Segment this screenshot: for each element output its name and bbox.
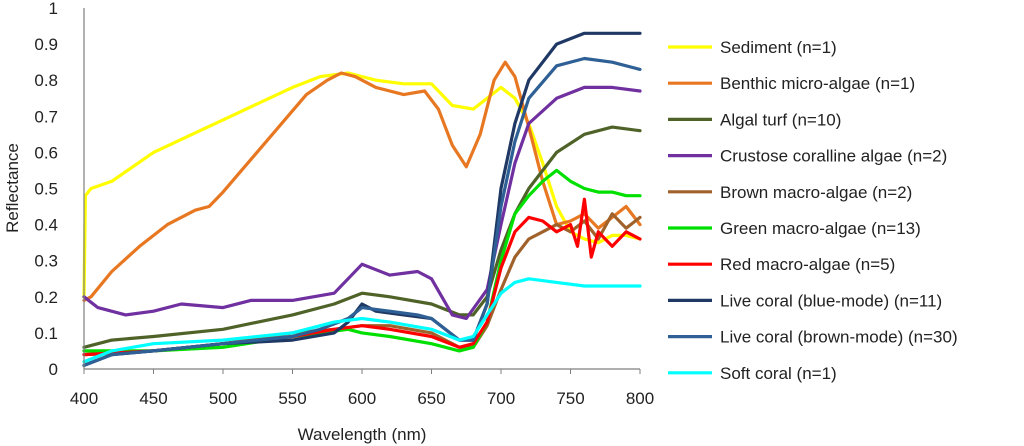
series-line-red-macro-algae	[82, 197, 642, 357]
x-tick-label: 750	[556, 389, 584, 408]
x-tick-label: 700	[487, 389, 515, 408]
y-tick-label: 1	[49, 0, 58, 18]
legend-label: Green macro-algae (n=13)	[720, 219, 921, 238]
legend-label: Crustose coralline algae (n=2)	[720, 147, 947, 166]
y-tick-label: 0.7	[34, 107, 58, 126]
x-tick-label: 650	[417, 389, 445, 408]
x-axis-title: Wavelength (nm)	[298, 425, 427, 444]
y-tick-label: 0.8	[34, 71, 58, 90]
y-axis-ticks: 0 0.1 0.2 0.3 0.4 0.5 0.6 0.7 0.8 0.9 1	[34, 0, 58, 379]
x-axis-ticks: 400 450 500 550 600 650 700 750 800	[70, 369, 654, 408]
x-tick-label: 800	[626, 389, 654, 408]
x-tick-label: 500	[209, 389, 237, 408]
series-line-live-coral	[82, 56, 642, 367]
y-tick-label: 0.3	[34, 252, 58, 271]
legend-label: Live coral (brown-mode) (n=30)	[720, 328, 958, 347]
x-tick-label: 450	[139, 389, 167, 408]
legend-label: Brown macro-algae (n=2)	[720, 183, 912, 202]
series-line-crustose-coralline-algae	[82, 85, 642, 321]
x-tick-label: 400	[70, 389, 98, 408]
legend-label: Red macro-algae (n=5)	[720, 255, 895, 274]
series-line-sediment	[82, 71, 642, 299]
series-line-algal-turf	[82, 125, 642, 349]
legend-label: Live coral (blue-mode) (n=11)	[720, 291, 942, 310]
x-tick-label: 600	[348, 389, 376, 408]
series-line-benthic-micro-algae	[82, 60, 642, 302]
legend-label: Algal turf (n=10)	[720, 110, 841, 129]
legend-label: Soft coral (n=1)	[720, 364, 837, 383]
y-tick-label: 0	[49, 360, 58, 379]
y-tick-label: 0.6	[34, 143, 58, 162]
y-tick-label: 0.5	[34, 180, 58, 199]
legend-label: Sediment (n=1)	[720, 38, 837, 57]
series-line-green-macro-algae	[82, 168, 642, 353]
legend-label: Benthic micro-algae (n=1)	[720, 74, 915, 93]
series-line-soft-coral	[82, 277, 642, 364]
plot-area	[82, 31, 642, 367]
series-line-live-coral	[82, 31, 642, 367]
x-tick-label: 550	[278, 389, 306, 408]
y-axis-title: Reflectance	[3, 143, 22, 233]
legend: Sediment (n=1) Benthic micro-algae (n=1) A…	[668, 38, 958, 383]
y-tick-label: 0.4	[34, 216, 58, 235]
y-tick-label: 0.1	[34, 324, 58, 343]
y-tick-label: 0.9	[34, 35, 58, 54]
y-tick-label: 0.2	[34, 288, 58, 307]
